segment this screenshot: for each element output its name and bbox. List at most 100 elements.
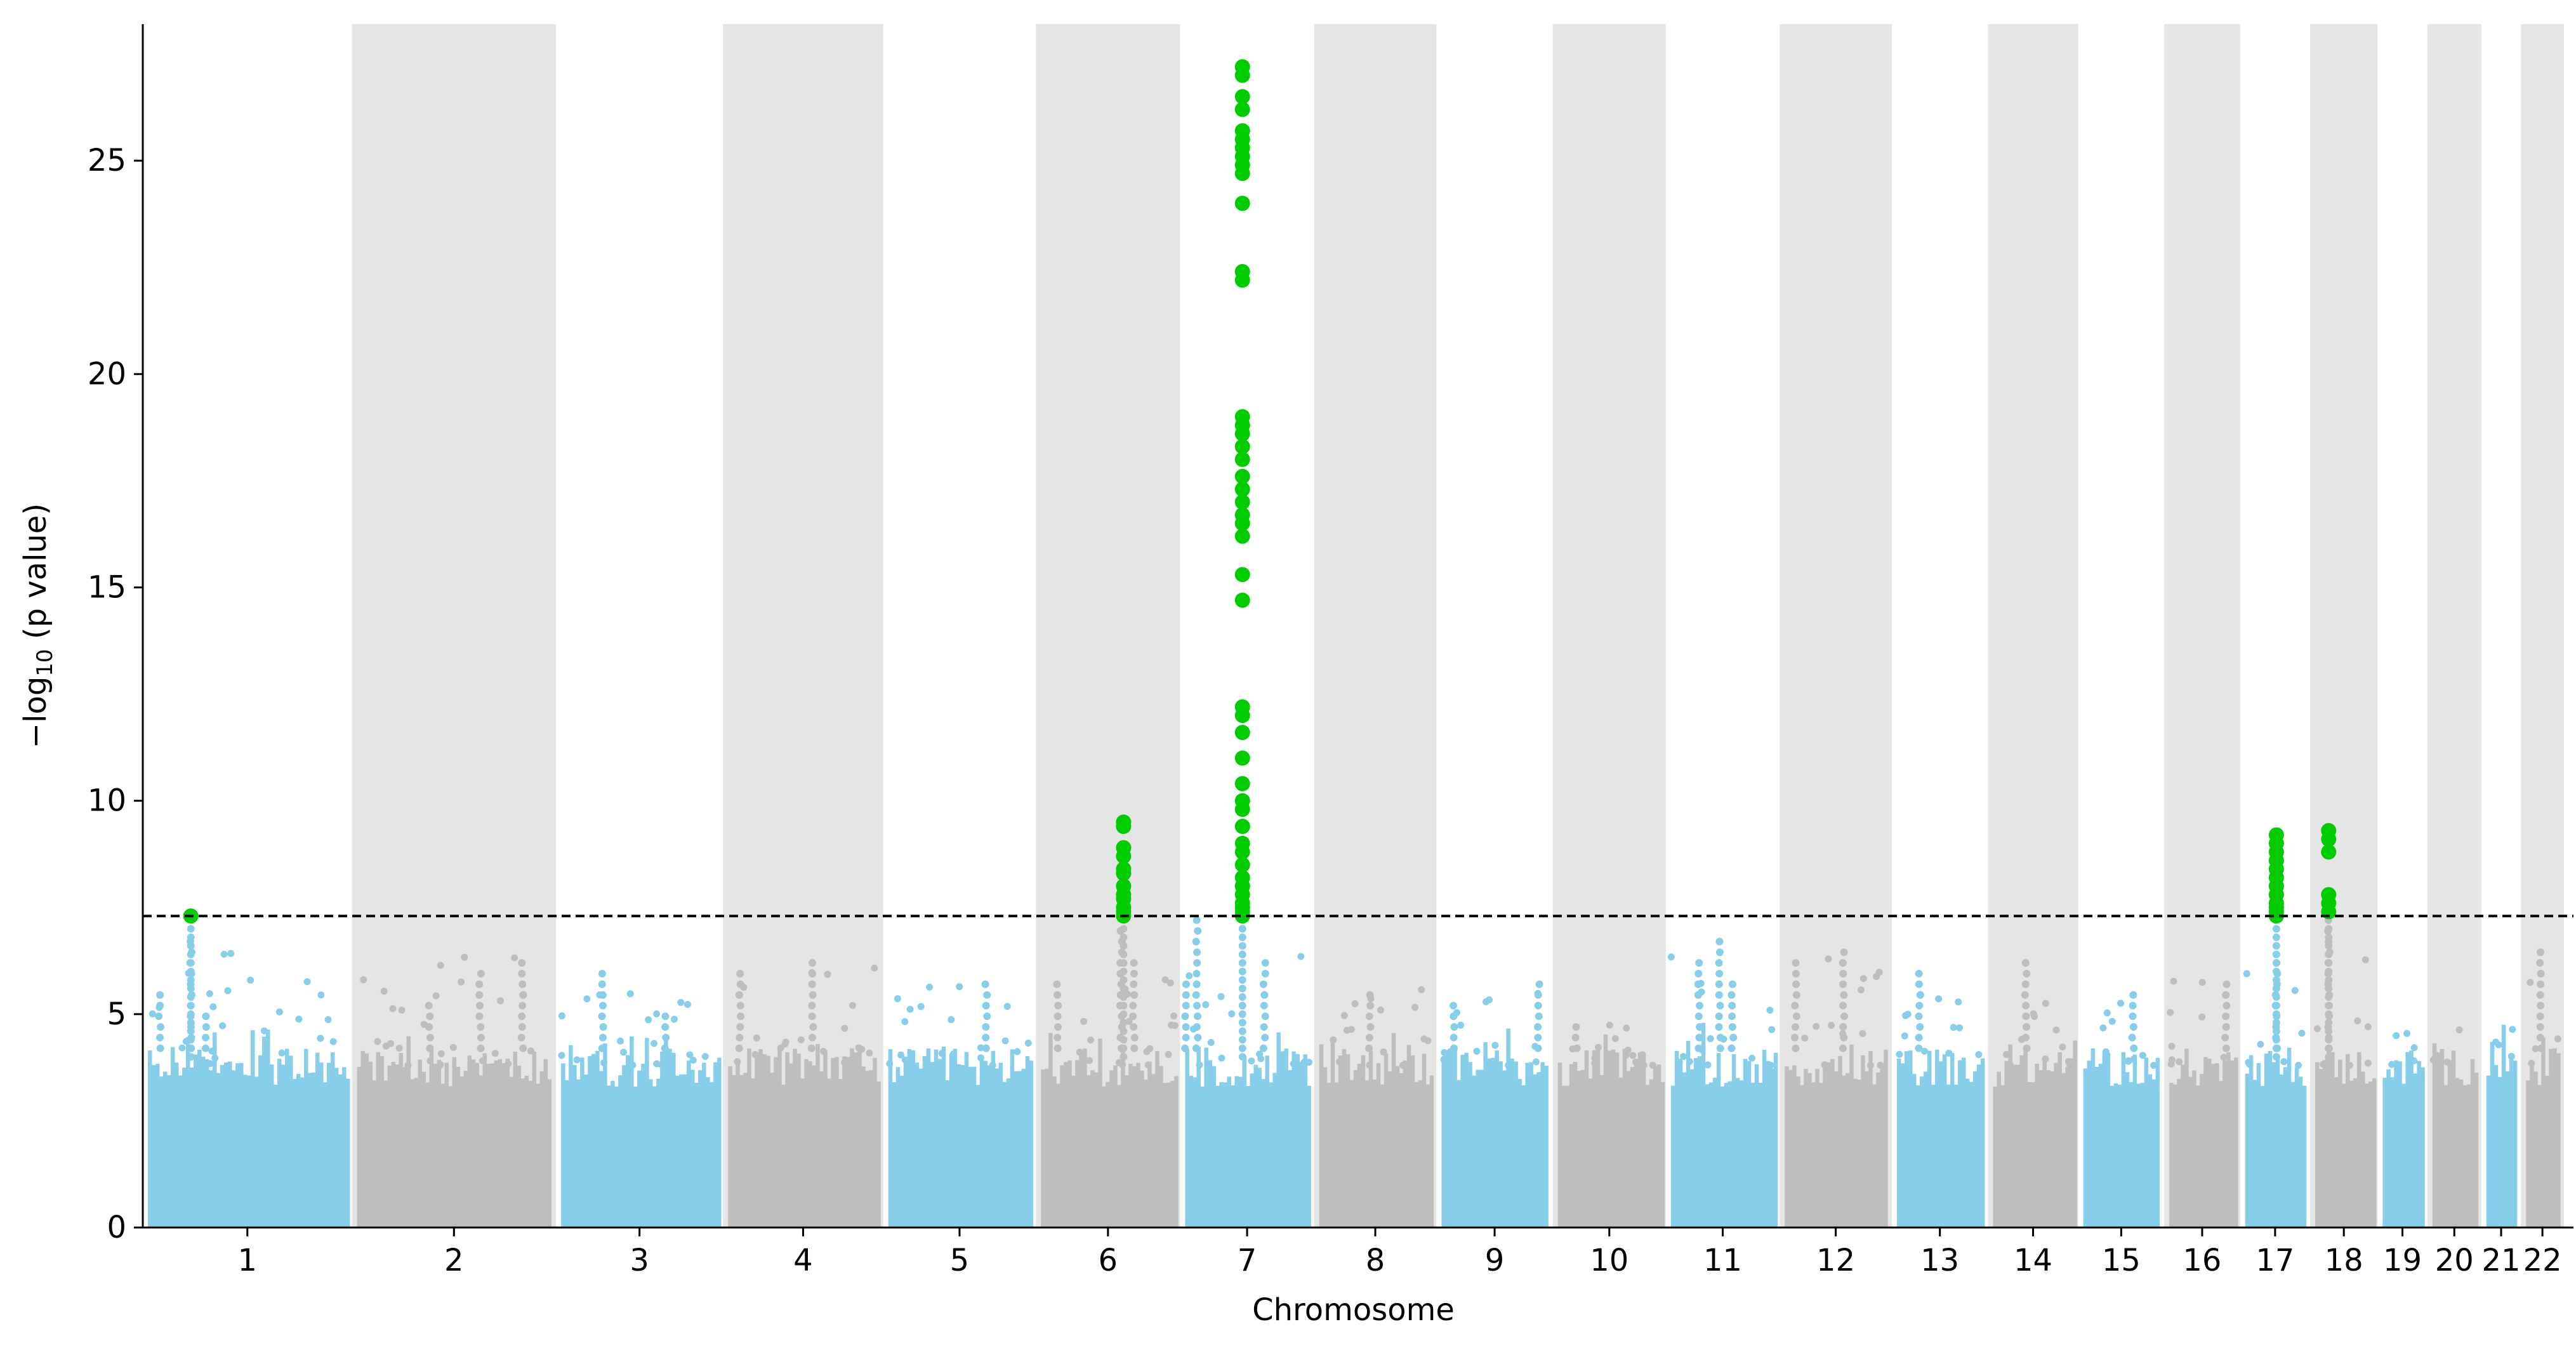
snp-density (2474, 1072, 2479, 1228)
snp-point (1606, 1021, 1613, 1029)
snp-point (1916, 991, 1924, 999)
snp-density (300, 1077, 305, 1228)
snp-density (1151, 1074, 1156, 1228)
snp-point (1696, 1023, 1704, 1031)
snp-density (536, 1083, 541, 1228)
snp-point (650, 1040, 657, 1047)
snp-density (941, 1046, 946, 1228)
snp-point (2272, 1044, 2280, 1052)
snp-point (2536, 959, 2544, 967)
y-axis-title-subscript: 10 (32, 649, 58, 676)
snp-point (1591, 1059, 1599, 1067)
snp-density (2027, 1082, 2031, 1228)
snp-density (1849, 1044, 1854, 1228)
snp-point (187, 925, 195, 933)
snp-density (235, 1063, 240, 1228)
snp-point (157, 1023, 165, 1031)
snp-density (922, 1056, 927, 1228)
snp-point (1192, 980, 1201, 988)
snp-point (2393, 1032, 2400, 1040)
snp-point (1186, 972, 1193, 979)
snp-point (1696, 1002, 1704, 1010)
snp-point (1473, 1047, 1481, 1055)
snp-density (1811, 1082, 1816, 1228)
snp-density (1607, 1050, 1612, 1228)
band-chr-8 (1314, 24, 1437, 1228)
snp-density (599, 1071, 604, 1228)
snp-density (319, 1062, 324, 1228)
snp-density (1136, 1062, 1140, 1228)
snp-point (841, 1024, 849, 1032)
snp-density (2087, 1061, 2092, 1228)
snp-point (1840, 1012, 1849, 1021)
snp-density (591, 1054, 596, 1228)
snp-point (1120, 976, 1128, 984)
snp-density (1265, 1056, 1269, 1228)
y-tick-label: 20 (88, 356, 126, 392)
snp-density (2455, 1078, 2460, 1228)
snp-density (2417, 1061, 2421, 1228)
snp-point (982, 1044, 990, 1052)
chr-17-points (2243, 970, 2307, 1228)
snp-point (1238, 933, 1246, 941)
snp-density (2401, 1083, 2406, 1228)
snp-point (1054, 1044, 1062, 1052)
snp-point (1840, 948, 1848, 956)
snp-point (917, 1003, 925, 1010)
snp-density (2338, 1059, 2342, 1228)
chr-16-points (2167, 977, 2238, 1228)
snp-point (1825, 955, 1832, 963)
snp-density (380, 1056, 385, 1228)
snp-point (1748, 1054, 1756, 1062)
snp-density (1128, 1064, 1133, 1228)
snp-point (1955, 998, 1962, 1006)
snp-density (1014, 1071, 1019, 1228)
snp-density (1376, 1063, 1381, 1228)
snp-density (1796, 1076, 1800, 1228)
snp-density (618, 1075, 623, 1228)
snp-point (2272, 967, 2280, 976)
snp-density (1514, 1061, 1518, 1228)
snp-point (686, 1051, 694, 1059)
snp-point (1571, 1033, 1580, 1042)
snp-point (2346, 1061, 2353, 1069)
snp-density (289, 1056, 293, 1228)
snp-point (395, 1044, 403, 1052)
snp-density (994, 1068, 1000, 1228)
x-tick-label-chr-2: 2 (444, 1243, 464, 1278)
snp-density (1872, 1084, 1877, 1228)
snp-density (414, 1078, 419, 1228)
snp-density (1584, 1050, 1589, 1228)
snp-point (2150, 1062, 2158, 1069)
snp-density (1689, 1069, 1694, 1228)
snp-density (2057, 1052, 2062, 1228)
snp-point (808, 1002, 816, 1010)
snp-point (1192, 991, 1200, 999)
snp-point (871, 964, 878, 972)
snp-density (2432, 1043, 2437, 1228)
snp-density (2008, 1044, 2012, 1228)
x-tick-label-chr-4: 4 (793, 1243, 813, 1278)
snp-density (357, 1066, 362, 1228)
snp-point (2198, 1013, 2206, 1021)
snp-density (2245, 1073, 2250, 1228)
snp-point (1146, 1045, 1154, 1052)
snp-point (2222, 1012, 2230, 1021)
snp-density (1102, 1086, 1106, 1228)
snp-density (1010, 1049, 1015, 1228)
snp-density (402, 1067, 407, 1228)
snp-point (808, 1012, 816, 1021)
snp-point (477, 1033, 485, 1042)
snp-point (982, 1033, 990, 1042)
snp-point (2537, 1002, 2545, 1010)
snp-density (2000, 1085, 2005, 1228)
snp-density (1064, 1062, 1068, 1228)
snp-density (232, 1070, 236, 1228)
snp-point (1534, 1002, 1542, 1010)
snp-density (842, 1056, 847, 1228)
snp-point (598, 1033, 607, 1042)
snp-density (2334, 1077, 2339, 1228)
snp-point (2129, 1023, 2137, 1031)
snp-density (732, 1075, 736, 1228)
snp-point (1165, 1050, 1172, 1058)
